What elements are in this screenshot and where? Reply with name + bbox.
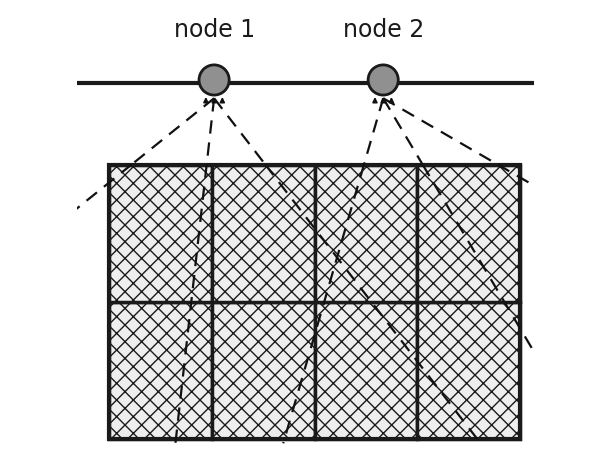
- Circle shape: [199, 65, 229, 95]
- Circle shape: [368, 65, 398, 95]
- Text: node 2: node 2: [343, 18, 424, 42]
- Bar: [417, 165, 521, 302]
- Text: node 1: node 1: [174, 18, 255, 42]
- Bar: [315, 302, 417, 439]
- Bar: [109, 165, 212, 302]
- Bar: [417, 302, 521, 439]
- Bar: [212, 302, 315, 439]
- Bar: [212, 165, 315, 302]
- Bar: [109, 302, 212, 439]
- Bar: [315, 165, 417, 302]
- Bar: [109, 165, 521, 439]
